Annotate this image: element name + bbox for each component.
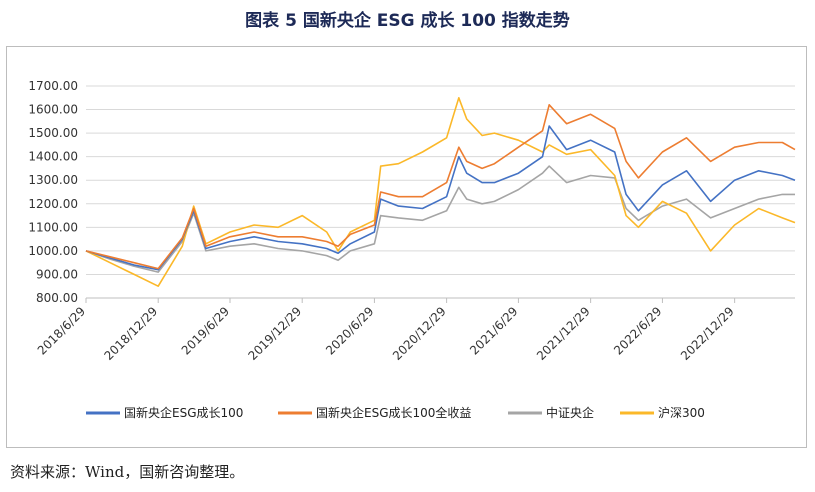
x-tick-label: 2022/12/29 [678, 304, 737, 363]
y-tick-label: 1100.00 [28, 220, 78, 234]
y-tick-label: 1200.00 [28, 197, 78, 211]
x-tick-label: 2018/6/29 [35, 304, 88, 357]
x-tick-label: 2022/6/29 [611, 304, 664, 357]
y-tick-label: 800.00 [36, 291, 78, 305]
x-tick-label: 2019/12/29 [246, 304, 305, 363]
series-line [85, 125, 796, 271]
legend-label: 沪深300 [658, 406, 705, 420]
x-tick-label: 2019/6/29 [179, 304, 232, 357]
series-lines [85, 97, 796, 288]
x-tick-label: 2021/6/29 [467, 304, 520, 357]
x-axis: 2018/6/29 2018/12/29 2019/6/29 2019/12/29 20… [35, 297, 795, 363]
series-line [85, 104, 796, 270]
y-tick-label: 1600.00 [28, 103, 78, 117]
series-line [85, 97, 796, 288]
legend-label: 国新央企ESG成长100全收益 [316, 405, 471, 420]
y-tick-label: 1000.00 [28, 244, 78, 258]
x-tick-label: 2020/6/29 [323, 304, 376, 357]
legend: 国新央企ESG成长100 国新央企ESG成长100全收益 中证央企 沪深300 [86, 405, 705, 420]
x-tick-label: 2021/12/29 [534, 304, 593, 363]
y-tick-label: 1400.00 [28, 150, 78, 164]
x-tick-label: 2018/12/29 [102, 304, 161, 363]
source-note: 资料来源：Wind，国新咨询整理。 [10, 463, 245, 481]
y-axis-ticks: 800.00 900.00 1000.00 1100.00 1200.00 1300.00… [28, 79, 78, 305]
y-tick-label: 1300.00 [28, 173, 78, 187]
series-line [85, 165, 795, 273]
grid-lines [86, 85, 795, 299]
y-tick-label: 900.00 [36, 267, 78, 281]
y-tick-label: 1700.00 [28, 79, 78, 93]
y-tick-label: 1500.00 [28, 126, 78, 140]
legend-label: 中证央企 [546, 405, 594, 420]
legend-label: 国新央企ESG成长100 [124, 405, 243, 420]
chart-frame [6, 46, 807, 448]
x-tick-label: 2020/12/29 [390, 304, 449, 363]
chart-title: 图表 5 国新央企 ESG 成长 100 指数走势 [245, 11, 570, 31]
